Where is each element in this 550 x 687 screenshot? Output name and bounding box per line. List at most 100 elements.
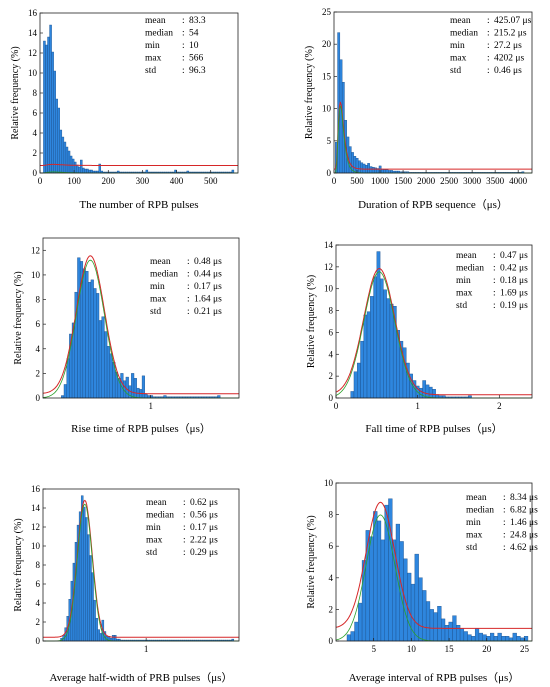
stat-value-max: 24.8 μs <box>510 531 538 541</box>
histogram-bar <box>109 353 113 399</box>
x-tick-label: 15 <box>445 644 455 654</box>
histogram-bar <box>113 635 117 642</box>
histogram-bar <box>145 169 149 174</box>
histogram-bar <box>429 609 434 642</box>
y-tick-label: 6 <box>329 541 334 551</box>
histogram-bar <box>86 168 89 174</box>
stat-value-mean: 0.48 μs <box>194 257 222 267</box>
histogram-bar <box>85 517 88 642</box>
stat-separator: : <box>183 548 186 558</box>
y-tick-label: 14 <box>31 503 41 513</box>
stat-value-min: 0.17 μs <box>190 523 218 533</box>
histogram-bar <box>69 155 73 174</box>
histogram-bar <box>82 167 85 174</box>
stat-separator: : <box>493 301 496 311</box>
y-tick-label: 2 <box>329 604 334 614</box>
stat-label-max: max <box>456 289 473 299</box>
y-tick-label: 16 <box>31 484 41 494</box>
histogram-bar <box>422 590 427 642</box>
y-axis-label: Relative frequency (%) <box>304 46 315 139</box>
stat-value-mean: 0.47 μs <box>500 251 528 261</box>
y-tick-label: 6 <box>36 319 41 329</box>
stat-label-std: std <box>150 307 161 317</box>
histogram-bar <box>350 631 355 642</box>
histogram-bar <box>433 612 438 642</box>
y-tick-label: 20 <box>322 39 332 49</box>
stat-value-min: 27.2 μs <box>494 41 522 51</box>
x-axis-label: Average half-width of PRB pulses（μs） <box>50 671 233 684</box>
histogram-bar <box>471 636 476 642</box>
stat-value-min: 0.18 μs <box>500 276 528 286</box>
stat-separator: : <box>503 531 506 541</box>
histogram-bar <box>369 536 374 642</box>
histogram-bar <box>505 636 510 642</box>
x-axis-label: The number of RPB pulses <box>79 199 198 211</box>
stat-value-min: 1.46 μs <box>510 518 538 528</box>
stat-label-median: median <box>145 29 173 39</box>
histogram-bar <box>459 628 465 642</box>
x-tick-label: 0 <box>334 401 339 411</box>
stat-label-median: median <box>466 506 494 516</box>
histogram-bar <box>490 632 495 642</box>
stat-separator: : <box>487 29 490 39</box>
x-tick-label: 10 <box>407 644 417 654</box>
y-tick-label: 4 <box>36 344 41 354</box>
histogram-bar <box>360 162 364 174</box>
histogram-bar <box>370 296 374 399</box>
x-tick-label: 3000 <box>463 176 482 186</box>
y-tick-label: 4 <box>36 598 41 608</box>
x-tick-label: 20 <box>482 644 492 654</box>
histogram-bar <box>467 634 472 642</box>
histogram-bar <box>388 498 393 642</box>
y-tick-label: 10 <box>31 270 41 280</box>
stat-label-max: max <box>145 54 162 64</box>
histogram-bar <box>231 169 235 174</box>
stat-value-min: 10 <box>189 41 199 51</box>
stat-value-mean: 425.07 μs <box>494 16 532 26</box>
stat-separator: : <box>187 282 190 292</box>
stat-label-std: std <box>456 301 467 311</box>
histogram-bar <box>425 384 430 399</box>
histogram-panel-3: 0 2 4 6 8 10 12 1 Relative frequency (%) Rise tim… <box>13 237 240 435</box>
histogram-bar <box>437 606 442 642</box>
stat-separator: : <box>503 493 506 503</box>
y-tick-label: 8 <box>329 306 334 316</box>
histogram-bar <box>493 636 498 642</box>
y-axis-label: Relative frequency (%) <box>13 518 24 611</box>
stat-separator: : <box>503 518 506 528</box>
histogram-bar <box>85 271 89 399</box>
stat-label-min: min <box>450 41 465 51</box>
x-tick-label: 200 <box>102 176 116 186</box>
y-tick-label: 16 <box>28 8 38 18</box>
histogram-bar <box>61 136 65 174</box>
histogram-bar <box>385 169 389 174</box>
x-tick-label: 0 <box>38 176 43 186</box>
histogram-bar <box>63 384 67 399</box>
stat-separator: : <box>183 498 186 508</box>
stat-separator: : <box>182 16 185 26</box>
y-tick-label: 14 <box>324 240 334 250</box>
histogram-bar <box>478 632 483 642</box>
y-tick-label: 0 <box>36 393 41 403</box>
x-axis-label: Duration of RPB sequence（μs） <box>358 198 508 211</box>
stat-separator: : <box>183 523 186 533</box>
stat-value-mean: 0.62 μs <box>190 498 218 508</box>
stat-separator: : <box>493 264 496 274</box>
y-tick-label: 25 <box>322 7 332 17</box>
y-tick-label: 4 <box>33 128 38 138</box>
histogram-panel-2: 0 5 10 15 20 25 0 500 1000 1500 2000 2500 3000 3500 40… <box>304 7 533 211</box>
stat-label-median: median <box>146 511 174 521</box>
histogram-bar <box>83 506 86 642</box>
stat-label-max: max <box>450 54 467 64</box>
x-tick-label: 1 <box>415 401 420 411</box>
histogram-bar <box>497 632 502 642</box>
histogram-bar <box>512 632 517 642</box>
histogram-bar <box>376 520 382 642</box>
histogram-bar <box>373 511 378 642</box>
histogram-bar <box>97 629 100 642</box>
histogram-bar <box>357 362 361 399</box>
histogram-bar <box>383 169 387 174</box>
stat-value-median: 0.56 μs <box>190 511 218 521</box>
